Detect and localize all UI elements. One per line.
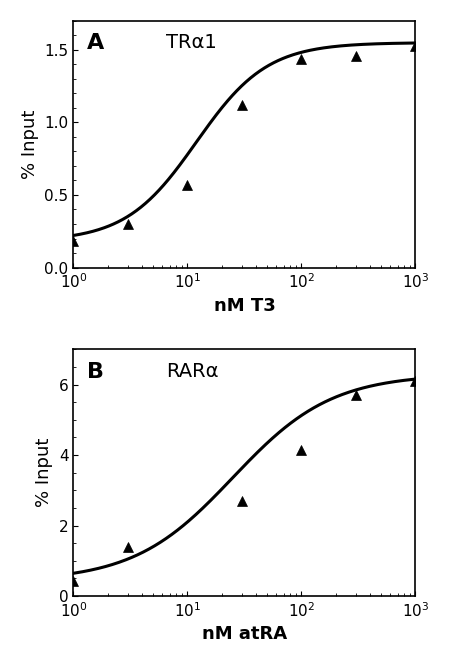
Text: A: A (87, 33, 104, 53)
Y-axis label: % Input: % Input (21, 110, 39, 179)
Text: RARα: RARα (166, 362, 218, 380)
Y-axis label: % Input: % Input (35, 438, 53, 507)
Text: B: B (87, 362, 104, 382)
X-axis label: nM atRA: nM atRA (202, 625, 287, 643)
Text: TRα1: TRα1 (166, 33, 216, 52)
X-axis label: nM T3: nM T3 (214, 297, 275, 315)
